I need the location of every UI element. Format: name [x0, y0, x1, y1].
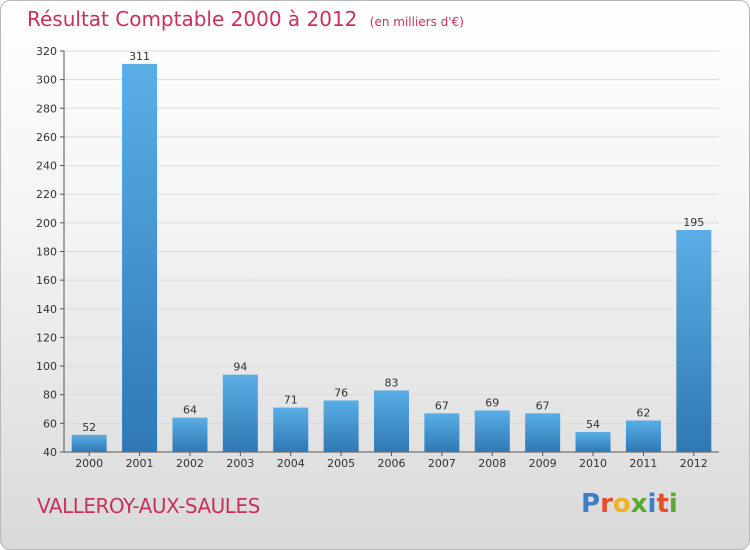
bar-2008: [474, 410, 510, 452]
y-tick-label: 300: [36, 74, 57, 87]
data-label-2005: 76: [334, 386, 348, 399]
data-label-2006: 83: [385, 376, 399, 389]
bar-2010: [575, 431, 611, 452]
y-tick-label: 80: [43, 389, 57, 402]
y-tick-label: 160: [36, 274, 57, 287]
data-label-2001: 311: [129, 50, 150, 63]
bar-2007: [424, 413, 460, 452]
bar-2002: [172, 417, 208, 452]
bar-2001: [122, 63, 158, 453]
y-tick-label: 260: [36, 131, 57, 144]
data-label-2010: 54: [586, 418, 600, 431]
x-tick-label-2004: 2004: [277, 457, 305, 470]
x-tick-label-2006: 2006: [378, 457, 406, 470]
data-label-2007: 67: [435, 399, 449, 412]
x-tick-label-2012: 2012: [680, 457, 708, 470]
logo-letter: o: [612, 489, 631, 519]
data-label-2003: 94: [233, 361, 247, 374]
data-label-2004: 71: [284, 394, 298, 407]
y-tick-label: 140: [36, 303, 57, 316]
proxiti-logo: Proxiti: [581, 489, 678, 519]
logo-letter: r: [600, 489, 613, 519]
y-tick-label: 200: [36, 217, 57, 230]
data-label-2008: 69: [485, 396, 499, 409]
y-tick-label: 320: [36, 45, 57, 58]
bar-2011: [625, 420, 661, 452]
logo-letter: i: [647, 489, 657, 519]
y-tick-label: 280: [36, 102, 57, 115]
data-label-2002: 64: [183, 404, 197, 417]
location-name: VALLEROY-AUX-SAULES: [37, 494, 260, 518]
x-tick-label-2008: 2008: [478, 457, 506, 470]
data-label-2012: 195: [683, 216, 704, 229]
x-tick-label-2010: 2010: [579, 457, 607, 470]
y-tick-label: 120: [36, 331, 57, 344]
logo-letter: P: [581, 489, 601, 519]
logo-letter: i: [668, 489, 678, 519]
x-tick-label-2007: 2007: [428, 457, 456, 470]
chart-title: Résultat Comptable 2000 à 2012 (en milli…: [27, 7, 464, 31]
y-tick-label: 60: [43, 417, 57, 430]
logo-letter: t: [656, 489, 669, 519]
bar-2005: [323, 400, 359, 452]
bar-2000: [71, 434, 107, 452]
logo-letter: x: [630, 489, 648, 519]
bar-2003: [222, 374, 258, 452]
bar-2006: [374, 390, 409, 452]
data-label-2011: 62: [636, 406, 650, 419]
data-label-2009: 67: [536, 399, 550, 412]
bar-2004: [273, 407, 309, 452]
y-tick-label: 100: [36, 360, 57, 373]
x-tick-label-2000: 2000: [75, 457, 103, 470]
y-tick-label: 40: [43, 446, 57, 459]
data-label-2000: 52: [82, 421, 96, 434]
x-tick-label-2011: 2011: [629, 457, 657, 470]
bar-2009: [525, 413, 561, 452]
x-tick-label-2001: 2001: [126, 457, 154, 470]
y-tick-label: 180: [36, 246, 57, 259]
y-tick-label: 220: [36, 188, 57, 201]
y-tick-label: 240: [36, 160, 57, 173]
x-tick-label-2003: 2003: [226, 457, 254, 470]
chart-title-text: Résultat Comptable 2000 à 2012: [27, 7, 358, 31]
bar-2012: [676, 230, 712, 452]
x-tick-label-2002: 2002: [176, 457, 204, 470]
x-tick-label-2009: 2009: [529, 457, 557, 470]
chart-subtitle: (en milliers d'€): [369, 15, 464, 29]
x-tick-label-2005: 2005: [327, 457, 355, 470]
